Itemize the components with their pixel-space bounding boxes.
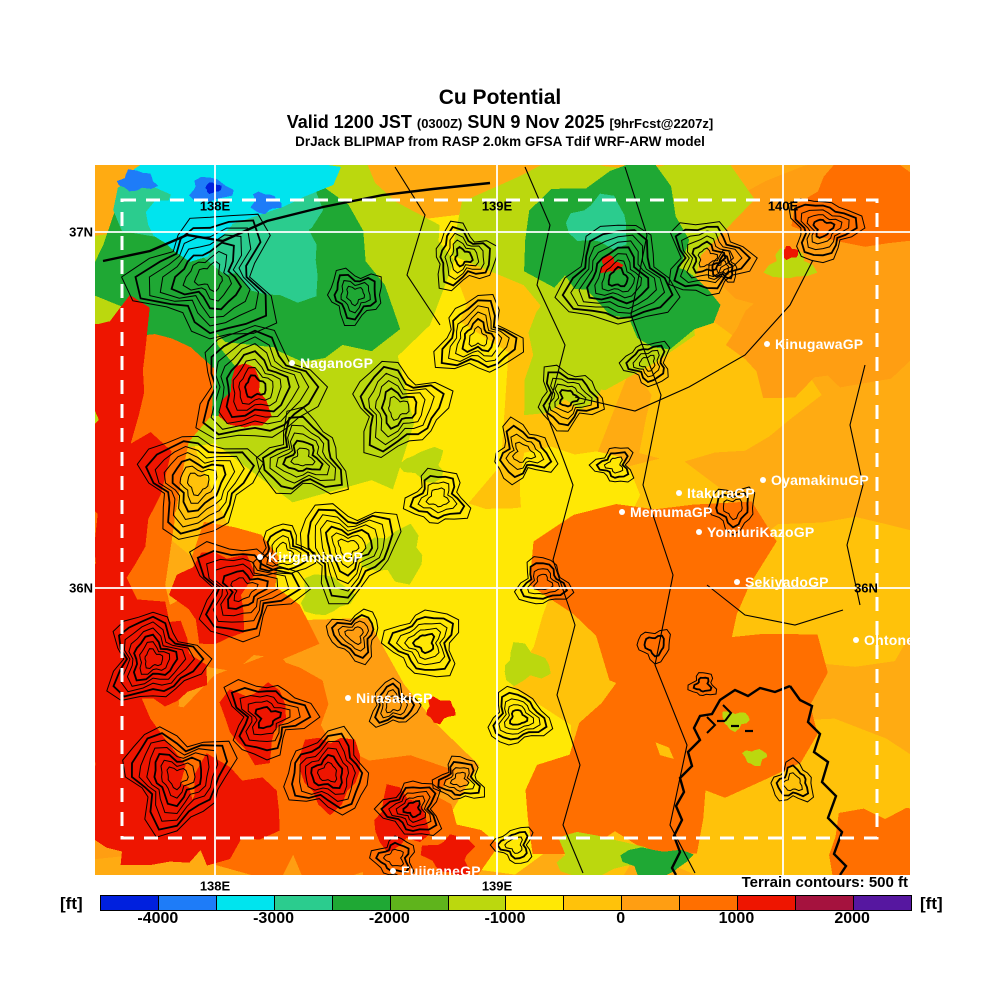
colorbar-segment-8 xyxy=(506,896,565,910)
site-label-NaganoGP: NaganoGP xyxy=(289,355,373,371)
colorbar-segment-11 xyxy=(680,896,739,910)
valid-zulu: (0300Z) xyxy=(416,116,463,132)
meridian-label-138E-bottom: 138E xyxy=(199,878,231,894)
model-line: DrJack BLIPMAP from RASP 2.0km GFSA Tdif… xyxy=(295,133,705,149)
site-dot-icon xyxy=(853,637,859,643)
colorbar-segment-2 xyxy=(158,896,217,910)
colorbar-segment-1 xyxy=(101,896,159,910)
colorbar-tick--2000: -2000 xyxy=(368,910,410,927)
site-name: KirigamineGP xyxy=(268,549,363,565)
colorbar-tick-1000: 1000 xyxy=(718,910,755,927)
site-dot-icon xyxy=(760,477,766,483)
site-label-FujiganeGP: FujiganeGP xyxy=(390,863,481,875)
colorbar-segment-12 xyxy=(738,896,797,910)
site-label-ItakuraGP: ItakuraGP xyxy=(676,485,755,501)
site-label-YomiuriKazoGP: YomiuriKazoGP xyxy=(696,524,814,540)
site-name: FujiganeGP xyxy=(401,863,481,875)
colorbar-tick--3000: -3000 xyxy=(253,910,295,927)
site-label-MemumaGP: MemumaGP xyxy=(619,504,713,520)
colorbar-segment-5 xyxy=(332,896,391,910)
colorbar-segment-3 xyxy=(216,896,275,910)
parallel-label-36N-left: 36N xyxy=(69,580,93,596)
meridian-label-140E-top: 140E xyxy=(767,198,799,214)
site-label-KirigamineGP: KirigamineGP xyxy=(257,549,363,565)
site-name: SekiyadoGP xyxy=(745,574,829,590)
site-label-OyamakinuGP: OyamakinuGP xyxy=(760,472,869,488)
colorbar-tick-0: 0 xyxy=(616,910,626,927)
terrain-contours-layer xyxy=(102,166,866,875)
site-dot-icon xyxy=(257,554,263,560)
parallel-label-36N-right: 36N xyxy=(854,580,878,596)
site-dot-icon xyxy=(764,341,770,347)
site-label-SekiyadoGP: SekiyadoGP xyxy=(734,574,829,590)
site-name: NirasakiGP xyxy=(356,690,433,706)
colorbar-segment-4 xyxy=(274,896,333,910)
site-dot-icon xyxy=(696,529,702,535)
site-label-NirasakiGP: NirasakiGP xyxy=(345,690,433,706)
site-dot-icon xyxy=(390,868,396,874)
colorbar-segment-10 xyxy=(622,896,681,910)
forecast-tag: [9hrFcst@2207z] xyxy=(609,116,714,132)
meridian-label-139E-bottom: 139E xyxy=(481,878,513,894)
site-name: NaganoGP xyxy=(300,355,374,371)
parallel-label-37N-left: 37N xyxy=(69,224,93,240)
site-dot-icon xyxy=(345,695,351,701)
terrain-contours-note: Terrain contours: 500 ft xyxy=(741,874,908,891)
site-dot-icon xyxy=(734,579,740,585)
page-title: Cu Potential xyxy=(438,86,562,109)
site-dot-icon xyxy=(676,490,682,496)
colorbar-segment-7 xyxy=(448,896,507,910)
forecast-map: NaganoGP KinugawaGP OyamakinuGP ItakuraGP Me… xyxy=(95,165,910,875)
latlon-grid xyxy=(95,165,910,875)
valid-date: SUN 9 Nov 2025 xyxy=(467,112,605,133)
site-label-KinugawaGP: KinugawaGP xyxy=(764,336,863,352)
colorbar-segment-13 xyxy=(796,896,854,910)
meridian-label-139E-top: 139E xyxy=(481,198,513,214)
colorbar-segment-6 xyxy=(390,896,449,910)
site-name: ItakuraGP xyxy=(687,485,755,501)
colorbar-tick--1000: -1000 xyxy=(484,910,526,927)
header: Cu Potential Valid 1200 JST (0300Z) SUN … xyxy=(0,86,1000,149)
map-canvas xyxy=(95,165,910,875)
colorbar-segment-14 xyxy=(853,896,911,910)
site-name: OyamakinuGP xyxy=(771,472,869,488)
meridian-label-138E-top: 138E xyxy=(199,198,231,214)
site-name: YomiuriKazoGP xyxy=(707,524,815,540)
valid-line: Valid 1200 JST (0300Z) SUN 9 Nov 2025 [9… xyxy=(0,112,1000,133)
colorbar-segment-9 xyxy=(564,896,623,910)
colorbar xyxy=(100,895,912,911)
valid-prefix: Valid 1200 JST xyxy=(286,112,412,133)
coastline xyxy=(670,684,848,875)
site-name: OhtoneGP xyxy=(864,632,910,648)
colorbar-unit-right: [ft] xyxy=(920,894,943,913)
site-dot-icon xyxy=(289,360,295,366)
colorbar-tick--4000: -4000 xyxy=(137,910,179,927)
site-name: MemumaGP xyxy=(630,504,713,520)
site-label-OhtoneGP: OhtoneGP xyxy=(853,632,910,648)
site-dot-icon xyxy=(619,509,625,515)
site-name: KinugawaGP xyxy=(775,336,864,352)
colorbar-tick-2000: 2000 xyxy=(834,910,870,927)
colorbar-unit-left: [ft] xyxy=(60,894,83,913)
